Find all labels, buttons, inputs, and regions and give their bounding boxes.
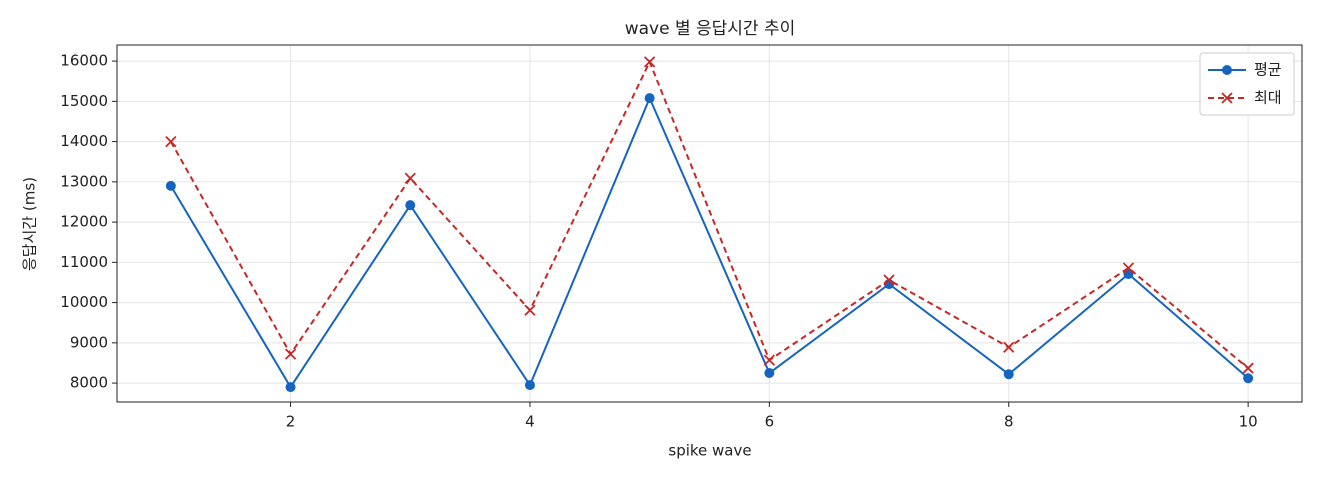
marker [524,380,535,391]
marker [883,274,895,286]
marker [524,304,536,316]
y-tick-label: 12000 [60,213,108,231]
x-tick-label: 8 [1004,413,1014,431]
x-axis-label: spike wave [668,442,751,460]
marker [165,180,176,191]
x-tick-label: 6 [765,413,775,431]
series-line [169,59,1249,369]
x-tick-label: 4 [525,413,535,431]
marker [165,135,177,148]
marker [1122,262,1135,274]
marker [1221,92,1233,104]
y-tick-label: 15000 [60,92,108,110]
x-tick-label: 2 [286,413,296,431]
plot-frame [116,44,1303,403]
y-tick-label: 14000 [60,132,108,150]
series-line [170,95,1249,389]
y-tick-label: 13000 [60,172,108,190]
y-tick-label: 9000 [70,333,108,351]
marker [285,382,296,393]
legend-label: 최대 [1254,89,1282,107]
marker [405,200,416,211]
marker [284,348,297,360]
marker [1003,369,1014,380]
marker [764,368,775,379]
legend-label: 평균 [1254,61,1282,79]
marker [1243,373,1254,384]
y-tick-label: 8000 [70,374,108,392]
x-tick-label: 10 [1239,413,1258,431]
y-tick-label: 11000 [60,253,108,271]
y-tick-label: 10000 [60,293,108,311]
marker [1222,65,1232,75]
chart-title: wave 별 응답시간 추이 [625,19,796,39]
marker [644,93,655,104]
marker [763,354,775,366]
marker [404,172,416,184]
marker [1003,341,1015,353]
y-axis-label: 응답시간 (ms) [21,177,39,271]
marker [644,56,656,68]
y-tick-label: 16000 [60,52,108,70]
marker [1242,362,1254,374]
